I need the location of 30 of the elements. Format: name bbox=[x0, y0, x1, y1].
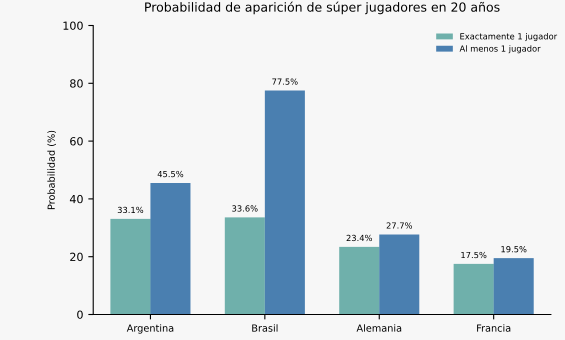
data-label: 23.4% bbox=[346, 234, 372, 242]
x-tick-label: Alemania bbox=[356, 324, 402, 332]
chart-title: Probabilidad de aparición de súper jugadores en 20 años bbox=[145, 2, 500, 14]
bar bbox=[150, 183, 190, 314]
y-tick-label: 20 bbox=[70, 252, 83, 262]
data-label: 45.5% bbox=[158, 170, 184, 178]
x-tick-label: Francia bbox=[477, 324, 510, 332]
y-axis-title: Probabilidad (%) bbox=[47, 130, 56, 210]
x-tick-label: Argentina bbox=[126, 324, 174, 334]
bar bbox=[224, 217, 265, 314]
x-tick-label: Brasil bbox=[252, 324, 278, 332]
bar bbox=[110, 218, 150, 314]
data-label: 17.5% bbox=[461, 252, 486, 258]
y-tick-label: 0 bbox=[77, 310, 83, 319]
bar bbox=[264, 90, 305, 314]
y-tick-label: 100 bbox=[64, 21, 83, 30]
legend-label: Exactamente 1 jugador bbox=[460, 33, 558, 42]
legend-label: Al menos 1 jugador bbox=[460, 45, 541, 54]
bar bbox=[379, 234, 420, 314]
bar bbox=[339, 246, 380, 314]
data-label: 77.5% bbox=[272, 78, 298, 85]
y-tick-label: 40 bbox=[70, 194, 83, 204]
data-label: 27.7% bbox=[386, 222, 412, 229]
data-label: 19.5% bbox=[501, 246, 526, 252]
y-tick-label: 80 bbox=[70, 79, 83, 88]
bar bbox=[454, 264, 494, 314]
y-tick-label: 60 bbox=[70, 137, 83, 146]
bar bbox=[494, 258, 534, 314]
data-label: 33.1% bbox=[118, 206, 144, 214]
data-label: 33.6% bbox=[232, 205, 258, 212]
